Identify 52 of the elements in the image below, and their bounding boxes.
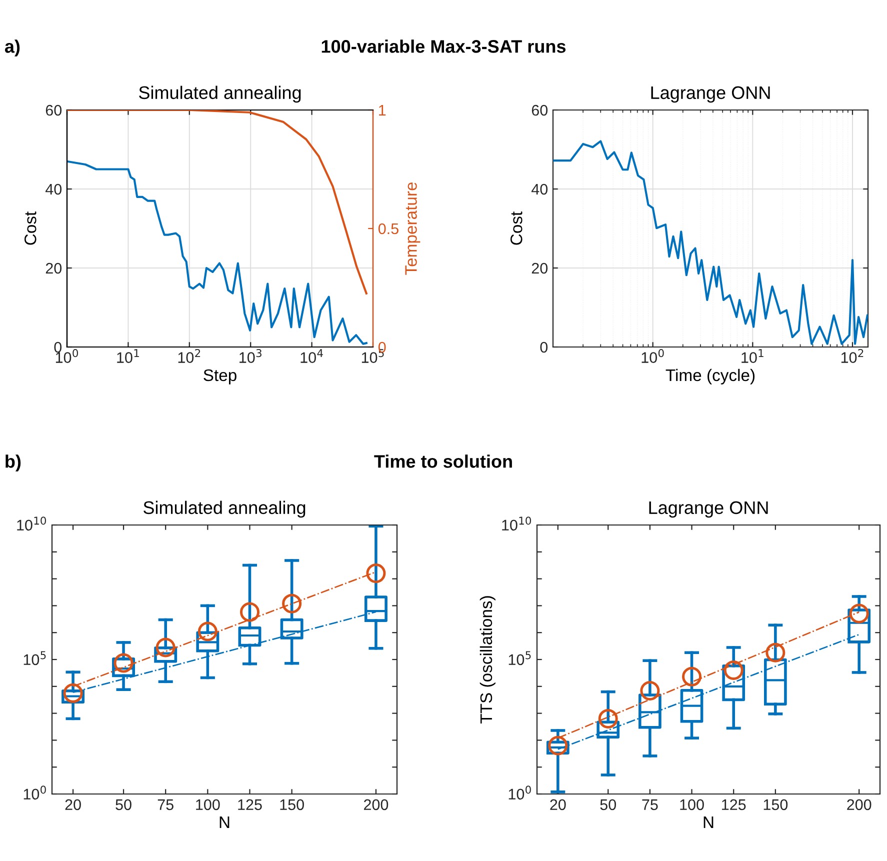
- x-tick-label: 200: [847, 799, 872, 810]
- x-tick-label: 150: [280, 799, 304, 810]
- y-tick-label: 40: [532, 184, 548, 195]
- x-tick-label: 10$^{4}$: [300, 349, 323, 363]
- y-tick-label: 0: [540, 342, 548, 353]
- chart-title: Lagrange ONN: [649, 501, 768, 518]
- x-axis-title: Step: [204, 369, 236, 384]
- chart-title: Simulated annealing: [144, 500, 306, 518]
- x-tick-label: 10$^{2}$: [178, 349, 200, 363]
- x-tick-label: 125: [722, 799, 746, 810]
- text: Time to solution: [374, 454, 512, 468]
- text: a): [4, 40, 20, 56]
- y-tick-label: 10$^{5}$: [24, 651, 46, 666]
- text: b): [6, 454, 21, 472]
- x-tick-label: 200: [364, 799, 388, 810]
- x-tick-label: 150: [764, 799, 788, 810]
- y-tick-label: 20: [46, 262, 62, 274]
- x-tick-label: 20: [65, 799, 81, 810]
- x-tick-label: 125: [238, 799, 262, 810]
- y-tick-label: 10$^{5}$: [508, 651, 531, 666]
- x-tick-label: 100: [680, 799, 704, 810]
- x-tick-label: 50: [600, 799, 616, 810]
- y-tick-label: 10$^{0}$: [508, 786, 531, 800]
- x-tick-label: 10$^{2}$: [841, 349, 864, 363]
- y-tick-label: 10$^{10}$: [17, 516, 46, 531]
- y-axis-title: Cost: [24, 211, 36, 245]
- y-tick-label: 60: [46, 104, 62, 116]
- y2-axis-title: Temperature: [405, 182, 420, 275]
- x-tick-label: 10$^{0}$: [642, 349, 664, 363]
- y-tick-label: 10$^{0}$: [24, 786, 46, 800]
- x-axis-title: Time (cycle): [666, 368, 755, 384]
- x-tick-label: 50: [116, 799, 132, 810]
- y-tick-label: 40: [46, 184, 62, 195]
- y2-tick-label: 1: [379, 105, 386, 116]
- x-axis-title: N: [220, 816, 230, 828]
- y-axis-title: Cost: [510, 211, 522, 245]
- chart-title: Lagrange ONN: [651, 86, 770, 103]
- x-tick-label: 10$^{1}$: [117, 349, 139, 363]
- y-tick-label: 60: [532, 104, 548, 116]
- text: 100-variable Max-3-SAT runs: [322, 40, 566, 53]
- x-tick-label: 10$^{3}$: [240, 349, 262, 363]
- x-axis-title: N: [704, 816, 714, 828]
- y-axis-title: TTS (oscillations): [480, 596, 496, 724]
- y-tick-label: 20: [532, 262, 548, 274]
- x-tick-label: 75: [642, 799, 658, 810]
- x-tick-label: 10$^{1}$: [742, 349, 764, 363]
- chart-title: Simulated annealing: [139, 86, 301, 103]
- x-tick-label: 75: [158, 799, 174, 810]
- x-tick-label: 100: [196, 799, 220, 810]
- y2-tick-label: 0.5: [378, 223, 398, 234]
- y-tick-label: 10$^{10}$: [502, 516, 532, 531]
- x-tick-label: 20: [550, 799, 566, 810]
